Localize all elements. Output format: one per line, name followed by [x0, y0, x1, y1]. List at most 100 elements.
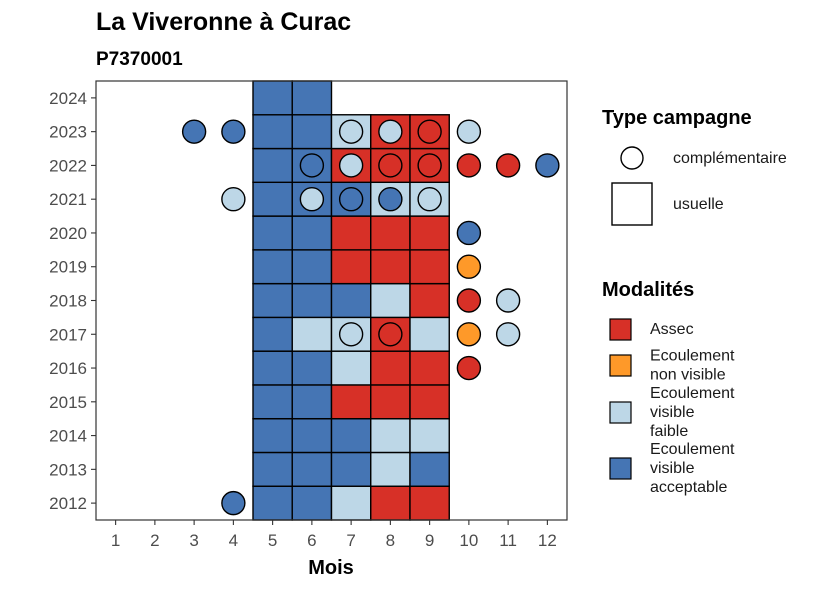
legend-label: usuelle [673, 196, 724, 213]
legend-label: Ecoulement [650, 385, 735, 402]
x-tick-label: 3 [189, 531, 198, 550]
y-tick-label: 2024 [49, 89, 87, 108]
chart-title: La Viveronne à Curac [96, 8, 351, 36]
x-tick-label: 9 [425, 531, 434, 550]
legend-title: Type campagne [602, 107, 752, 129]
legend-label: visible [650, 404, 695, 421]
point-2021-6 [299, 186, 325, 212]
tile-2019-7 [330, 249, 372, 285]
tile-2016-5 [252, 350, 293, 386]
point-2021-8 [378, 186, 403, 212]
point-2022-10 [456, 153, 482, 178]
tile-2016-6 [291, 350, 333, 386]
tile-2015-9 [409, 384, 450, 420]
point-2019-10 [456, 254, 482, 279]
y-tick-label: 2020 [49, 224, 87, 243]
point-2022-12 [535, 153, 560, 178]
tile-2019-8 [370, 249, 411, 285]
tile-2020-8 [370, 215, 411, 251]
y-tick-label: 2023 [49, 123, 87, 142]
legend-label: Ecoulement [650, 441, 735, 458]
tile-2014-9 [409, 417, 450, 454]
tile-2018-7 [330, 282, 372, 319]
legend-label: visible [650, 460, 695, 477]
legend-key-swatch [609, 457, 632, 480]
point-2016-10 [456, 355, 482, 381]
tile-2024-5 [252, 80, 293, 116]
legend-label: acceptable [650, 479, 727, 496]
tile-2015-5 [252, 384, 293, 420]
tile-2016-8 [370, 350, 411, 386]
x-tick-label: 10 [459, 531, 478, 550]
tile-2015-8 [370, 384, 411, 420]
legend-label: non visible [650, 367, 726, 384]
tile-2023-6 [291, 114, 333, 150]
tile-2013-5 [252, 451, 293, 487]
tile-2016-7 [330, 350, 372, 386]
tile-2020-9 [409, 215, 450, 251]
x-tick-label: 4 [229, 531, 238, 550]
tile-2014-8 [370, 417, 411, 454]
legend-label: complémentaire [673, 150, 787, 167]
x-tick-label: 5 [268, 531, 277, 550]
y-tick-label: 2022 [49, 156, 87, 175]
tile-2012-9 [409, 485, 450, 521]
x-tick-label: 6 [307, 531, 316, 550]
point-2023-7 [338, 119, 364, 144]
y-tick-label: 2021 [49, 190, 87, 209]
tile-2021-5 [252, 181, 293, 217]
tile-2015-6 [291, 384, 333, 420]
tile-2020-6 [291, 215, 333, 251]
tile-2020-7 [330, 215, 372, 251]
y-tick-label: 2014 [49, 427, 87, 446]
point-2017-7 [338, 322, 364, 347]
tile-2014-6 [291, 417, 333, 454]
legend-key-swatch [609, 401, 632, 424]
y-tick-label: 2017 [49, 325, 87, 344]
x-axis-title: Mois [308, 557, 354, 579]
x-tick-label: 8 [386, 531, 395, 550]
point-2012-4 [221, 490, 246, 516]
point-2017-11 [495, 322, 521, 347]
x-tick-label: 7 [346, 531, 355, 550]
point-2023-3 [181, 119, 207, 144]
tile-2016-9 [409, 350, 450, 386]
y-tick-label: 2018 [49, 292, 87, 311]
tile-2018-8 [370, 282, 411, 319]
legend-key-swatch [609, 354, 632, 377]
tile-2018-9 [409, 282, 450, 319]
legend-key-circle [620, 146, 644, 170]
point-2022-8 [378, 153, 403, 178]
tile-2017-6 [291, 316, 333, 352]
point-2023-9 [417, 119, 442, 144]
y-tick-label: 2015 [49, 393, 87, 412]
y-tick-label: 2013 [49, 460, 87, 479]
tile-2013-8 [370, 451, 411, 487]
point-2023-4 [221, 119, 246, 144]
x-tick-label: 12 [538, 531, 557, 550]
legend-label: faible [650, 423, 688, 440]
point-2021-4 [221, 186, 246, 212]
tile-2019-6 [291, 249, 333, 285]
tile-2019-9 [409, 249, 450, 285]
legend-label: Assec [650, 321, 694, 338]
point-2018-11 [495, 288, 521, 313]
legend-label: Ecoulement [650, 348, 735, 365]
tile-2012-5 [252, 485, 293, 521]
y-tick-label: 2012 [49, 494, 87, 513]
point-2023-8 [378, 119, 403, 144]
tile-2012-8 [370, 485, 411, 521]
point-2017-10 [456, 322, 482, 347]
point-2021-7 [338, 186, 364, 212]
tile-2014-7 [330, 417, 372, 454]
tile-2013-7 [330, 451, 372, 487]
point-2023-10 [456, 119, 482, 144]
point-2017-8 [378, 322, 403, 347]
x-tick-label: 1 [111, 531, 120, 550]
tile-2020-5 [252, 215, 293, 251]
tile-2013-6 [291, 451, 333, 487]
x-tick-label: 11 [499, 531, 517, 550]
y-axis: 2012 2013 2014 2015 2016 2017 2018 2019 2020 2021… [49, 89, 96, 513]
